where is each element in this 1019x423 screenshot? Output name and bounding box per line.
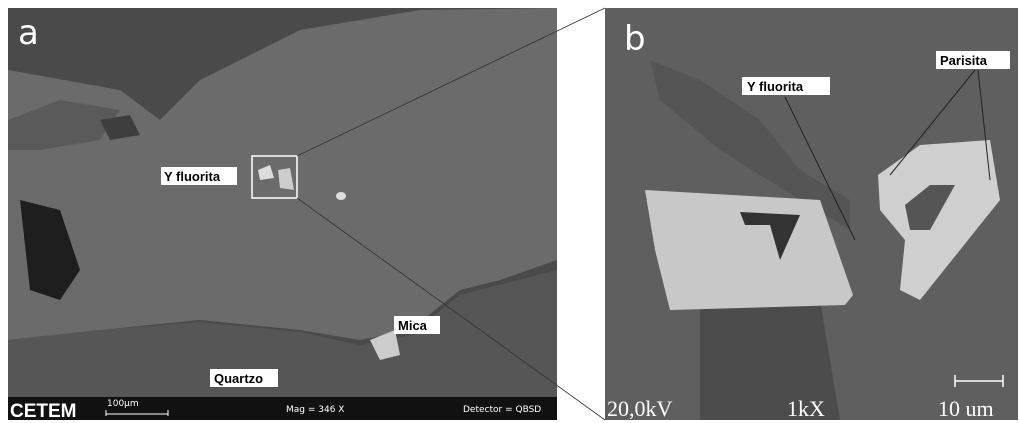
figure: a Y fluorita Mica Quartzo CETEM 100µm Ma… (0, 0, 1019, 423)
panel-letter: a (18, 13, 39, 53)
label: Y fluorita (747, 79, 804, 94)
detector: Detector = QBSD (463, 405, 541, 415)
micrograph-b (605, 8, 1018, 420)
label: Mica (398, 318, 428, 333)
label: Parisita (940, 53, 988, 68)
scale-label: 100µm (107, 399, 139, 409)
label: Quartzo (214, 371, 263, 386)
panel-letter: b (624, 19, 646, 59)
micrograph-a (8, 8, 557, 420)
scale-label: 10 um (938, 396, 994, 421)
label: Y fluorita (164, 169, 221, 184)
logo: CETEM (10, 401, 77, 422)
voltage: 20,0kV (607, 396, 673, 421)
mag: Mag = 346 X (286, 405, 344, 415)
mag: 1kX (787, 396, 825, 421)
